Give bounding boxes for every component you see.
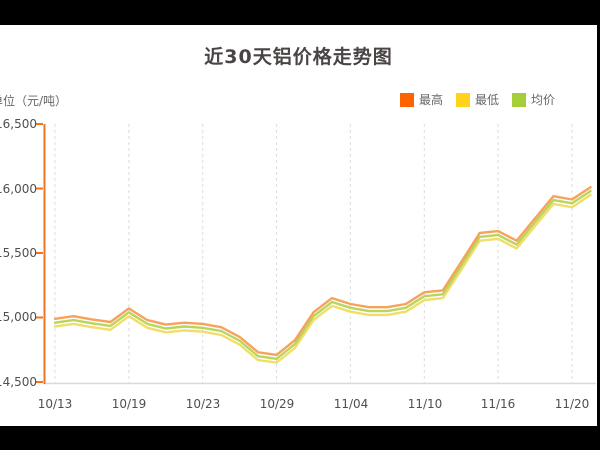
y-tick-label: 15,500 bbox=[0, 246, 37, 260]
x-tick-label: 11/16 bbox=[480, 397, 516, 411]
x-tick-label: 11/20 bbox=[554, 397, 590, 411]
series-line-avg bbox=[53, 189, 592, 360]
y-tick-label: 16,500 bbox=[0, 117, 37, 131]
letterbox-bottom-bar bbox=[0, 426, 600, 450]
x-tick-label: 11/04 bbox=[333, 397, 369, 411]
legend-swatch-avg-icon bbox=[512, 92, 527, 107]
y-tick-label: 14,500 bbox=[0, 375, 37, 389]
x-tick-label: 10/19 bbox=[111, 397, 147, 411]
series-line-low bbox=[53, 193, 592, 364]
legend: 最高 最低 均价 bbox=[400, 91, 555, 108]
y-tick-label: 16,000 bbox=[0, 182, 37, 196]
legend-label-high: 最高 bbox=[419, 93, 444, 107]
chart-canvas[interactable] bbox=[0, 25, 597, 426]
legend-item-low[interactable]: 最低 bbox=[456, 91, 499, 108]
chart-title: 近30天铝价格走势图 bbox=[204, 46, 393, 68]
legend-swatch-high-icon bbox=[400, 92, 414, 107]
x-tick-label: 10/29 bbox=[259, 397, 295, 411]
letterbox-right-bar bbox=[597, 0, 600, 450]
legend-label-avg: 均价 bbox=[531, 93, 556, 107]
legend-item-avg[interactable]: 均价 bbox=[512, 91, 555, 108]
legend-label-low: 最低 bbox=[475, 93, 500, 107]
chart-panel: 近30天铝价格走势图 单位（元/吨） 最高 最低 均价 16,500 16,00… bbox=[0, 25, 597, 426]
x-tick-label: 11/10 bbox=[407, 397, 443, 411]
legend-swatch-low-icon bbox=[456, 92, 471, 107]
y-axis-unit-label: 单位（元/吨） bbox=[0, 94, 68, 108]
letterbox-top-bar bbox=[0, 0, 600, 25]
x-tick-label: 10/23 bbox=[185, 397, 221, 411]
legend-item-high[interactable]: 最高 bbox=[400, 91, 443, 108]
x-tick-label: 10/13 bbox=[37, 397, 73, 411]
series-line-high bbox=[53, 185, 592, 357]
y-tick-label: 15,000 bbox=[0, 310, 37, 324]
